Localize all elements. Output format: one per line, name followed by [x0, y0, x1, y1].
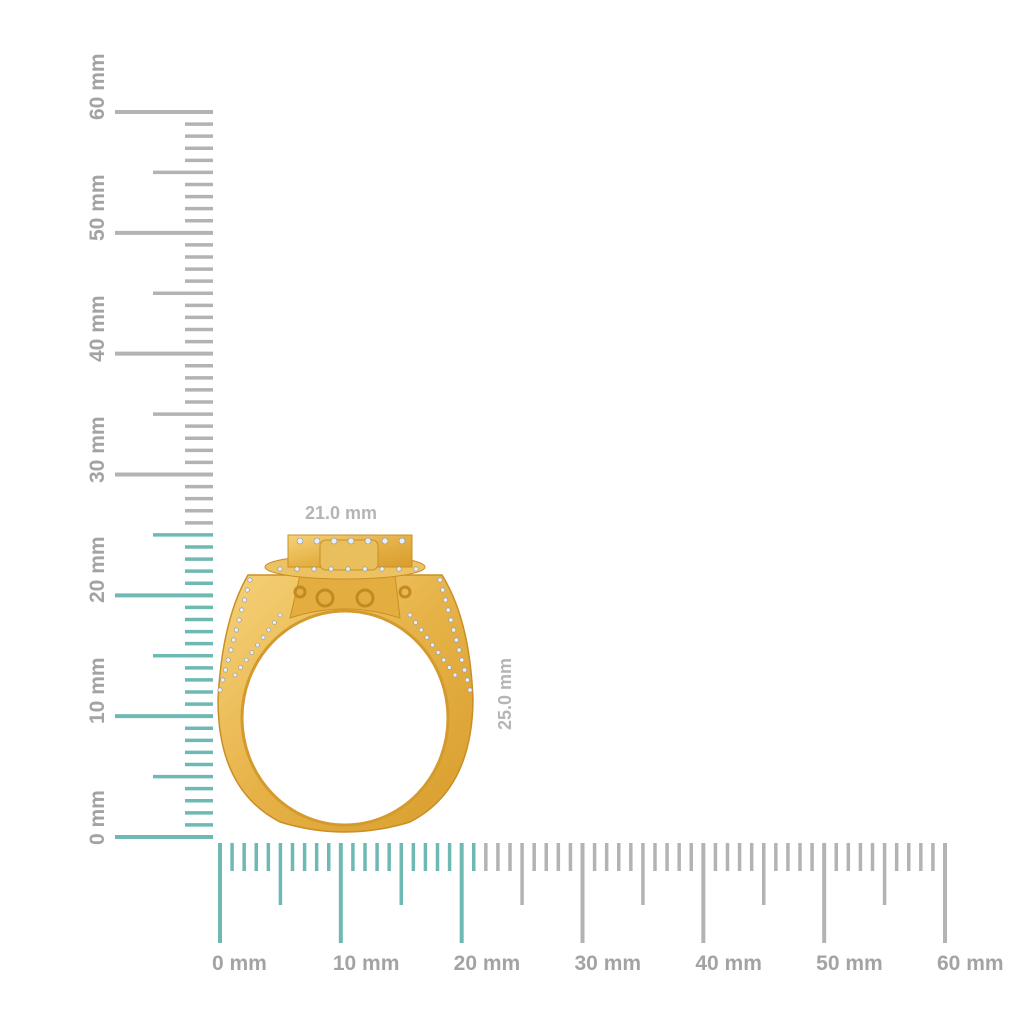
diamond	[459, 657, 465, 663]
diamond	[220, 677, 226, 683]
diamond	[442, 597, 448, 603]
vertical-ruler-label: 20 mm	[86, 536, 109, 604]
vertical-ruler-label: 60 mm	[86, 53, 109, 120]
vertical-ruler-label: 0 mm	[86, 790, 109, 845]
diamond	[328, 566, 334, 572]
horizontal-ruler-label: 60 mm	[937, 952, 1004, 975]
width-dimension-label: 21.0 mm	[305, 503, 378, 523]
diamond	[244, 587, 250, 593]
diamond	[231, 637, 237, 643]
diamond	[255, 642, 260, 648]
diamond	[447, 665, 452, 670]
diamond	[347, 537, 355, 545]
diamond	[456, 647, 462, 653]
diamond	[464, 677, 470, 683]
diamond	[260, 635, 266, 640]
diamond	[435, 650, 441, 655]
diamond	[247, 577, 253, 583]
diamond	[228, 647, 234, 653]
diamond	[440, 587, 446, 593]
diamond	[233, 627, 239, 633]
diamond	[424, 635, 430, 640]
diamond	[413, 566, 419, 572]
diamond	[294, 566, 300, 572]
diamond	[345, 566, 351, 572]
diamond	[381, 537, 389, 545]
diamond	[277, 612, 283, 618]
diamond	[236, 617, 242, 623]
diamond	[396, 566, 402, 572]
diamond	[249, 650, 255, 655]
diamond	[232, 672, 238, 678]
diamond	[448, 617, 454, 623]
diamond	[418, 627, 424, 633]
horizontal-ruler-label: 40 mm	[695, 952, 762, 975]
diamond	[277, 566, 283, 572]
diamond	[238, 665, 243, 670]
diamond	[441, 657, 447, 663]
vertical-ruler-label: 10 mm	[86, 657, 109, 725]
diamond	[379, 566, 385, 572]
ring-inner-opening	[240, 609, 450, 827]
horizontal-ruler-label: 20 mm	[453, 952, 521, 975]
diamond	[413, 620, 418, 625]
diamond	[272, 620, 277, 625]
diamond	[451, 627, 457, 633]
diamond	[407, 612, 413, 618]
horizontal-ruler-label: 0 mm	[212, 952, 267, 975]
diamond	[311, 566, 317, 572]
diamond	[330, 537, 338, 545]
diamond	[243, 657, 249, 663]
diamond	[452, 672, 458, 678]
diamond	[313, 537, 321, 545]
diamond	[217, 687, 223, 693]
horizontal-ruler-label: 30 mm	[574, 952, 642, 975]
diamond	[225, 657, 231, 663]
vertical-ruler-label: 30 mm	[86, 415, 109, 483]
height-dimension-label: 25.0 mm	[495, 657, 515, 730]
diamond	[266, 627, 272, 633]
diamond	[362, 566, 368, 572]
diamond	[242, 597, 248, 603]
diamond	[462, 667, 468, 673]
diamond	[430, 642, 435, 648]
vertical-ruler-label: 40 mm	[86, 295, 109, 362]
diamond	[239, 607, 245, 613]
diamond	[398, 537, 406, 545]
ring-gallery	[289, 574, 401, 619]
vertical-ruler-label: 50 mm	[86, 174, 109, 241]
diamond	[437, 577, 443, 583]
diamond	[467, 687, 473, 693]
horizontal-ruler-label: 50 mm	[816, 952, 883, 975]
center-stone-setting	[319, 539, 379, 571]
diamond	[364, 537, 372, 545]
filigree-scrolls	[293, 585, 412, 608]
diamond	[296, 537, 304, 545]
horizontal-ruler-label: 10 mm	[332, 952, 400, 975]
diamond	[445, 607, 451, 613]
diamond	[222, 667, 228, 673]
diamond-accents	[217, 537, 473, 693]
diamond	[453, 637, 459, 643]
